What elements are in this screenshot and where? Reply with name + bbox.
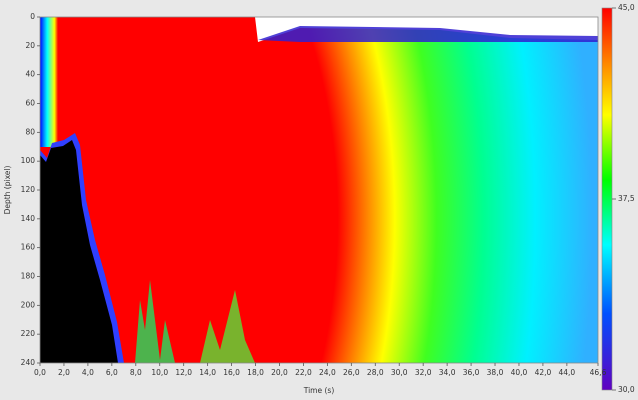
heatmap [40, 17, 598, 363]
y-tick-label: 140 [21, 214, 36, 223]
colorbar [602, 8, 612, 390]
x-tick-label: 22,0 [295, 368, 312, 377]
colorbar-tick-label: 37,5 [618, 194, 635, 203]
x-tick-label: 0,0 [34, 368, 46, 377]
x-tick-label: 16,0 [223, 368, 240, 377]
y-tick-label: 240 [21, 358, 36, 367]
x-tick-label: 2,0 [58, 368, 70, 377]
x-tick-label: 42,0 [535, 368, 552, 377]
y-tick-label: 220 [21, 329, 36, 338]
x-tick-label: 24,0 [319, 368, 336, 377]
y-tick-label: 120 [21, 185, 36, 194]
colorbar-tick-label: 30,0 [618, 385, 635, 394]
y-tick-label: 80 [25, 127, 35, 136]
chart: Depth (pixel) Time (s) 0 20 40 60 80 100 120 14… [0, 0, 638, 400]
x-tick-label: 20,0 [271, 368, 288, 377]
x-tick-label: 34,0 [439, 368, 456, 377]
x-tick-label: 10,0 [151, 368, 168, 377]
y-tick-label: 200 [21, 300, 36, 309]
x-tick-label: 44,0 [559, 368, 576, 377]
colorbar-tick-label: 45,0 [618, 3, 635, 12]
heatmap-edge [40, 17, 58, 147]
x-tick-label: 40,0 [511, 368, 528, 377]
x-tick-label: 28,0 [367, 368, 384, 377]
y-tick-label: 0 [30, 12, 35, 21]
x-tick-label: 14,0 [199, 368, 216, 377]
y-tick-label: 100 [21, 156, 36, 165]
x-tick-label: 6,0 [106, 368, 118, 377]
y-axis-label: Depth (pixel) [3, 166, 12, 215]
x-tick-label: 38,0 [487, 368, 504, 377]
x-tick-label: 4,0 [82, 368, 94, 377]
x-axis-label: Time (s) [303, 386, 335, 395]
y-tick-label: 60 [25, 99, 35, 108]
x-tick-label: 36,0 [463, 368, 480, 377]
y-tick-label: 160 [21, 243, 36, 252]
x-tick-label: 8,0 [130, 368, 142, 377]
x-tick-label: 46,6 [590, 368, 607, 377]
x-tick-label: 32,0 [415, 368, 432, 377]
x-tick-label: 12,0 [175, 368, 192, 377]
x-tick-label: 18,0 [247, 368, 264, 377]
y-tick-label: 40 [25, 70, 35, 79]
x-tick-label: 26,0 [343, 368, 360, 377]
y-tick-label: 20 [25, 41, 35, 50]
y-tick-label: 180 [21, 272, 36, 281]
x-tick-label: 30,0 [391, 368, 408, 377]
